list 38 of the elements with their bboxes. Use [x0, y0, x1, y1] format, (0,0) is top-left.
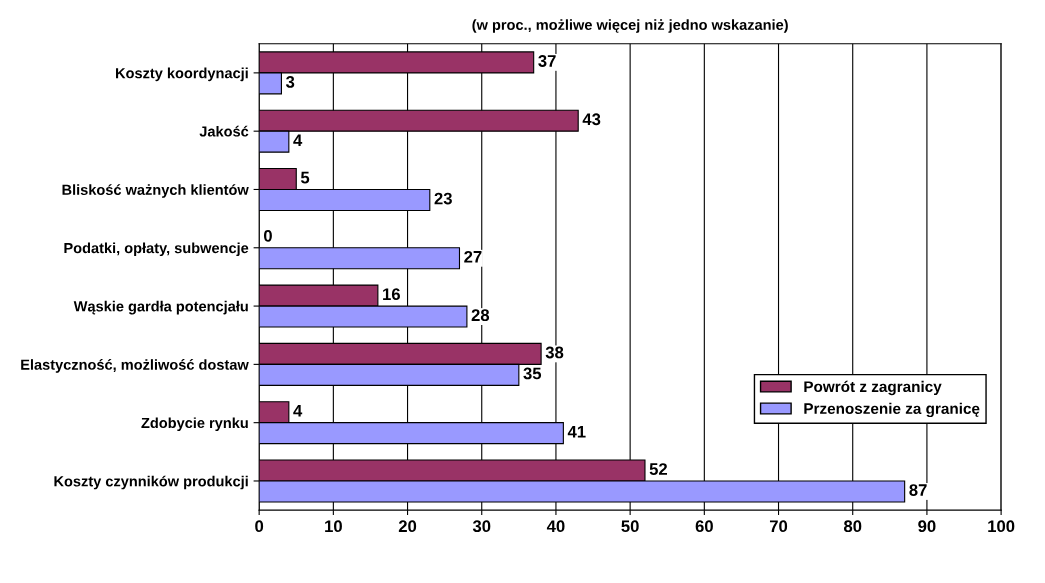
y-tick-label: Podatki, opłaty, subwencje	[64, 242, 249, 257]
y-tick-label: Wąskie gardła potencjału	[73, 300, 248, 315]
data-label: 41	[567, 426, 586, 438]
y-tick-label: Bliskość ważnych klientów	[62, 184, 249, 198]
x-tick-label: 40	[546, 520, 565, 533]
data-label: 4	[293, 405, 303, 417]
x-tick-label: 50	[621, 520, 639, 533]
data-label: 43	[582, 113, 601, 126]
data-label: 38	[545, 346, 564, 359]
y-tick-label: Elastyczność, możliwość dostaw	[21, 359, 249, 373]
x-tick-label: 30	[472, 520, 491, 533]
data-label: 5	[300, 171, 310, 184]
legend-label: Powrót z zagranicy	[804, 380, 942, 396]
data-label: 3	[285, 76, 295, 88]
y-tick-label: Koszty koordynacji	[116, 67, 248, 82]
data-label: 16	[383, 288, 400, 301]
x-tick-label: 100	[988, 520, 1015, 533]
x-tick-label: 0	[255, 520, 264, 533]
y-tick-label: Koszty czynników produkcji	[54, 475, 248, 490]
x-tick-label: 80	[843, 520, 862, 533]
data-label: 37	[538, 55, 556, 67]
x-tick-label: 10	[325, 520, 342, 533]
x-tick-label: 70	[769, 520, 788, 533]
data-label: 52	[649, 463, 668, 475]
y-tick-label: Zdobycie rynku	[141, 417, 248, 431]
data-label: 27	[464, 250, 482, 263]
data-label: 0	[263, 229, 272, 242]
legend-label: Przenoszenie za granicę	[804, 402, 980, 418]
data-label: 4	[293, 134, 303, 146]
x-tick-label: 20	[398, 520, 417, 533]
data-label: 87	[909, 484, 927, 496]
x-tick-label: 60	[695, 520, 713, 533]
y-tick-label: Jakość	[199, 125, 249, 137]
x-tick-label: 90	[918, 520, 936, 533]
data-label: 28	[471, 309, 490, 322]
data-label: 23	[434, 192, 452, 205]
data-label: 35	[523, 367, 542, 380]
chart-title: (w proc., możliwe więcej niż jedno wskazanie)	[472, 19, 788, 33]
